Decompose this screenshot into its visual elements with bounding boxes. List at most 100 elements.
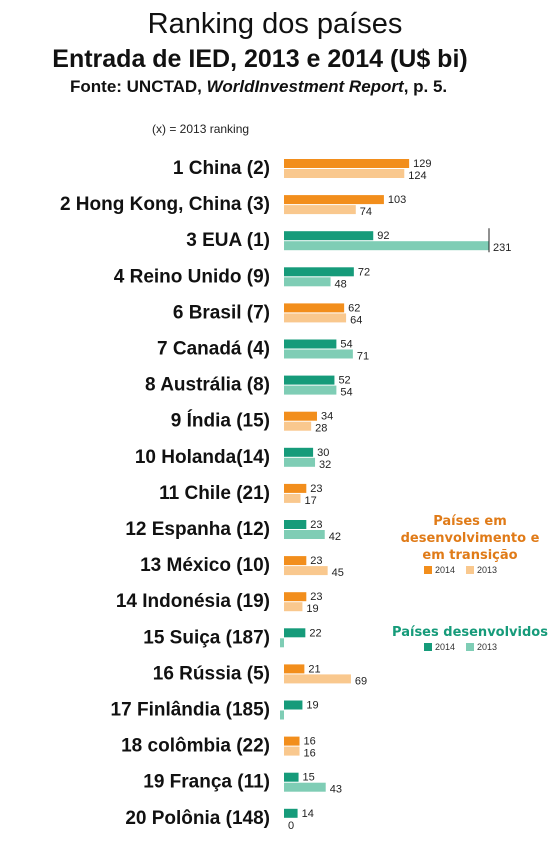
value-label-2013: 64 — [350, 314, 362, 326]
bar-2013 — [284, 530, 325, 539]
source-prefix: Fonte: UNCTAD, — [70, 77, 207, 96]
category-label: 1 China (2) — [173, 158, 270, 179]
value-label-2013: 42 — [329, 531, 341, 543]
value-label-2013: 48 — [335, 278, 347, 290]
bar-2013 — [280, 710, 284, 720]
category-label: 16 Rússia (5) — [153, 663, 270, 684]
legend-swatch — [466, 643, 474, 651]
bar-2014 — [284, 556, 307, 566]
value-label-2013: 231 — [493, 242, 511, 254]
value-label-2013: 0 — [288, 820, 294, 832]
category-label: 3 EUA (1) — [186, 230, 270, 251]
bar-2014 — [284, 447, 314, 457]
bar-2014 — [284, 195, 384, 205]
value-label-2013: 43 — [330, 784, 342, 796]
value-label-2014: 30 — [317, 447, 329, 459]
value-label-2014: 22 — [309, 627, 321, 639]
category-label: 15 Suiça (187) — [143, 627, 270, 648]
value-label-2014: 34 — [321, 411, 333, 423]
bar-2013 — [284, 493, 301, 503]
bar-2014 — [284, 700, 303, 710]
bar-2014 — [284, 339, 337, 349]
legend-swatch — [424, 643, 432, 651]
bar-2014 — [284, 772, 299, 782]
legend-swatch — [424, 566, 432, 574]
value-label-2014: 103 — [388, 194, 406, 206]
category-label: 19 França (11) — [143, 772, 270, 793]
category-label: 7 Canadá (4) — [157, 339, 270, 360]
legend-swatch — [466, 566, 474, 574]
category-label: 4 Reino Unido (9) — [114, 266, 270, 287]
bar-2013 — [280, 638, 284, 648]
bar-2013 — [284, 746, 300, 756]
legend-title: Países em — [433, 514, 507, 529]
source-suffix: , p. 5. — [403, 77, 448, 96]
bar-2013 — [284, 566, 328, 576]
value-label-2013: 71 — [357, 351, 369, 363]
value-label-2014: 14 — [302, 808, 314, 820]
bar-2013 — [284, 674, 351, 684]
value-label-2013: 45 — [332, 567, 344, 579]
category-label: 13 México (10) — [140, 555, 270, 576]
legend-item-label: 2013 — [477, 565, 497, 575]
category-label: 6 Brasil (7) — [173, 302, 270, 323]
chart-title: Ranking dos países — [147, 8, 403, 40]
category-label: 11 Chile (21) — [159, 483, 270, 504]
value-label-2013: 17 — [304, 495, 316, 507]
value-label-2014: 52 — [338, 375, 350, 387]
category-label: 2 Hong Kong, China (3) — [60, 194, 270, 215]
category-label: 9 Índia (15) — [171, 410, 270, 432]
value-label-2013: 19 — [306, 603, 318, 615]
bar-2013 — [284, 602, 303, 612]
value-label-2013: 32 — [319, 459, 331, 471]
bar-2014 — [284, 808, 298, 818]
bar-2014 — [284, 267, 354, 277]
bar-2013 — [284, 385, 337, 395]
value-label-2014: 19 — [306, 700, 318, 712]
category-label: 12 Espanha (12) — [125, 519, 270, 540]
category-label: 14 Indonésia (19) — [116, 591, 270, 612]
bar-2013 — [284, 277, 331, 287]
bar-2013 — [284, 241, 489, 251]
bar-2014 — [284, 592, 307, 602]
bar-2014 — [284, 483, 307, 493]
bar-2013 — [284, 169, 405, 178]
legend-item-label: 2014 — [435, 642, 455, 652]
category-label: 20 Polônia (148) — [125, 808, 270, 829]
legend-item-label: 2014 — [435, 565, 455, 575]
bar-2013 — [284, 421, 312, 431]
value-label-2014: 129 — [413, 158, 431, 170]
value-label-2014: 23 — [310, 555, 322, 567]
legend-title: Países desenvolvidos — [392, 625, 548, 640]
value-label-2014: 15 — [303, 772, 315, 784]
category-label: 18 colômbia (22) — [121, 736, 270, 757]
source-report-name: WorldInvestment Report — [206, 77, 404, 96]
value-label-2013: 124 — [408, 170, 426, 182]
bar-2013 — [284, 349, 353, 359]
value-label-2013: 16 — [304, 748, 316, 760]
bar-2013 — [284, 205, 356, 215]
value-label-2014: 23 — [310, 483, 322, 495]
bar-2014 — [284, 303, 345, 313]
bar-2014 — [284, 375, 335, 385]
value-label-2014: 21 — [308, 663, 320, 675]
bar-2014 — [284, 664, 305, 674]
legend-item-label: 2013 — [477, 642, 497, 652]
source-line: Fonte: UNCTAD, WorldInvestment Report, p… — [70, 77, 447, 97]
legend-title: em transição — [422, 548, 517, 563]
chart-subtitle: Entrada de IED, 2013 e 2014 (U$ bi) — [52, 45, 468, 73]
bar-2014 — [284, 411, 317, 421]
value-label-2014: 23 — [310, 591, 322, 603]
value-label-2013: 54 — [340, 387, 352, 399]
value-label-2014: 62 — [348, 302, 360, 314]
bar-2014 — [284, 628, 306, 638]
value-label-2014: 72 — [358, 266, 370, 278]
value-label-2013: 74 — [360, 206, 372, 218]
bar-2014 — [284, 736, 300, 746]
value-label-2014: 54 — [340, 339, 352, 351]
bar-2014 — [284, 231, 374, 241]
value-label-2014: 23 — [310, 519, 322, 531]
category-label: 8 Austrália (8) — [145, 375, 270, 396]
bar-2013 — [284, 457, 316, 467]
bar-2013 — [284, 782, 326, 792]
